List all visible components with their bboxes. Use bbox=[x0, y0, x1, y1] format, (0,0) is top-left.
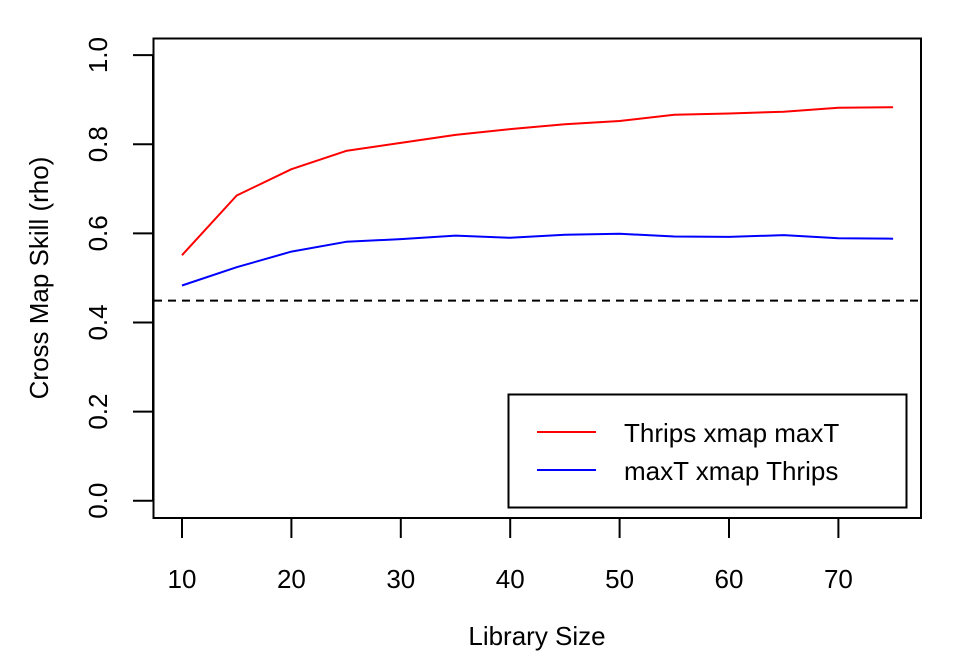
legend-label-thrips-xmap-maxt: Thrips xmap maxT bbox=[624, 418, 839, 448]
x-tick-label: 50 bbox=[605, 564, 634, 594]
x-tick-label: 60 bbox=[715, 564, 744, 594]
x-tick-label: 30 bbox=[386, 564, 415, 594]
x-tick-label: 40 bbox=[496, 564, 525, 594]
legend-box bbox=[507, 393, 908, 509]
y-tick-label: 0.6 bbox=[83, 215, 113, 251]
x-tick-label: 10 bbox=[168, 564, 197, 594]
y-tick-label: 1.0 bbox=[83, 37, 113, 73]
y-tick-label: 0.8 bbox=[83, 126, 113, 162]
x-axis-title: Library Size bbox=[468, 621, 605, 651]
plot-area bbox=[154, 106, 920, 302]
y-tick-label: 0.2 bbox=[83, 394, 113, 430]
series-line-maxt-xmap-thrips bbox=[181, 232, 894, 287]
y-tick-label: 0.4 bbox=[83, 304, 113, 340]
y-axis-title: Cross Map Skill (rho) bbox=[24, 157, 54, 400]
x-tick-label: 70 bbox=[824, 564, 853, 594]
series-line-thrips-xmap-maxt bbox=[181, 106, 894, 256]
legend-label-maxt-xmap-thrips: maxT xmap Thrips bbox=[624, 456, 838, 486]
x-axis: 10 20 30 40 50 60 70 bbox=[168, 517, 853, 594]
legend: Thrips xmap maxT maxT xmap Thrips bbox=[507, 393, 908, 509]
y-tick-label: 0.0 bbox=[83, 483, 113, 519]
y-axis: 0.0 0.2 0.4 0.6 0.8 1.0 bbox=[83, 37, 154, 519]
x-tick-label: 20 bbox=[277, 564, 306, 594]
